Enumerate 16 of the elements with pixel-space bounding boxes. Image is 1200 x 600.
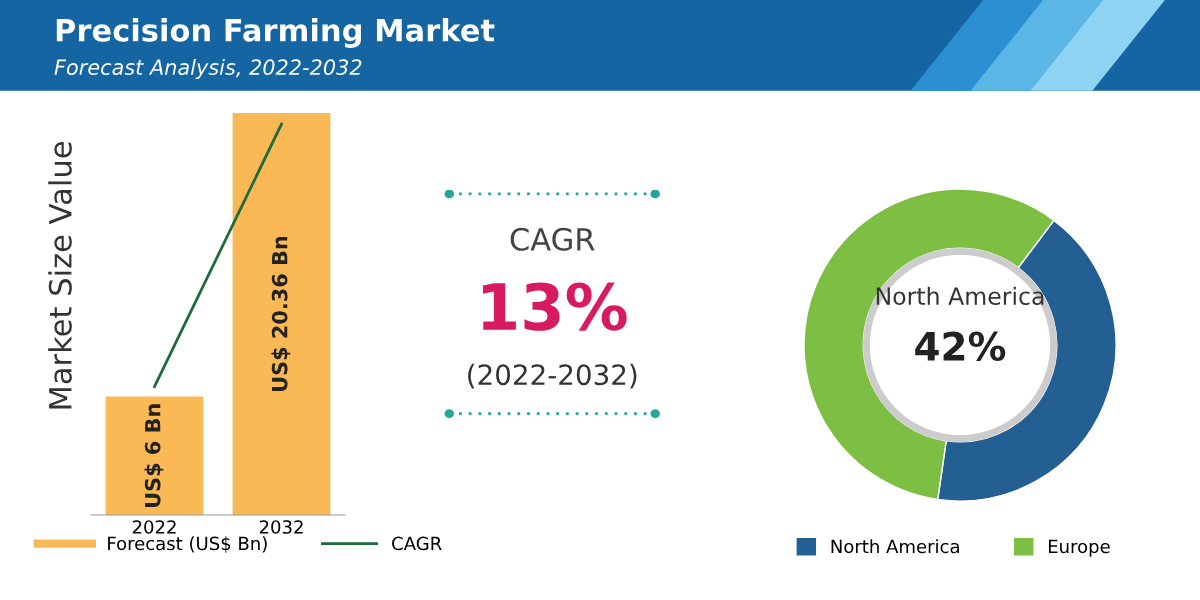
text: North America <box>876 286 1044 306</box>
data-label: US$ 6 Bn <box>144 404 164 507</box>
text: (2022-2032) <box>468 363 637 389</box>
chart-title: Precision Farming Market <box>56 18 495 48</box>
legend-label: Europe <box>1048 539 1110 557</box>
y-axis-title: Market Size Value <box>48 142 72 409</box>
text: CAGR <box>510 227 595 251</box>
legend-label: North America <box>831 539 959 554</box>
chart-subtitle: Forecast Analysis, 2022-2032 <box>54 58 362 80</box>
legend-label: CAGR <box>392 536 442 551</box>
text: 13% <box>483 282 627 331</box>
data-label: US$ 20.36 Bn <box>271 236 291 391</box>
text: 42% <box>915 331 1006 361</box>
x-tick-label: 2022 <box>132 520 176 534</box>
x-tick-label: 2032 <box>259 520 303 534</box>
legend-label: Forecast (US$ Bn) <box>108 536 267 553</box>
